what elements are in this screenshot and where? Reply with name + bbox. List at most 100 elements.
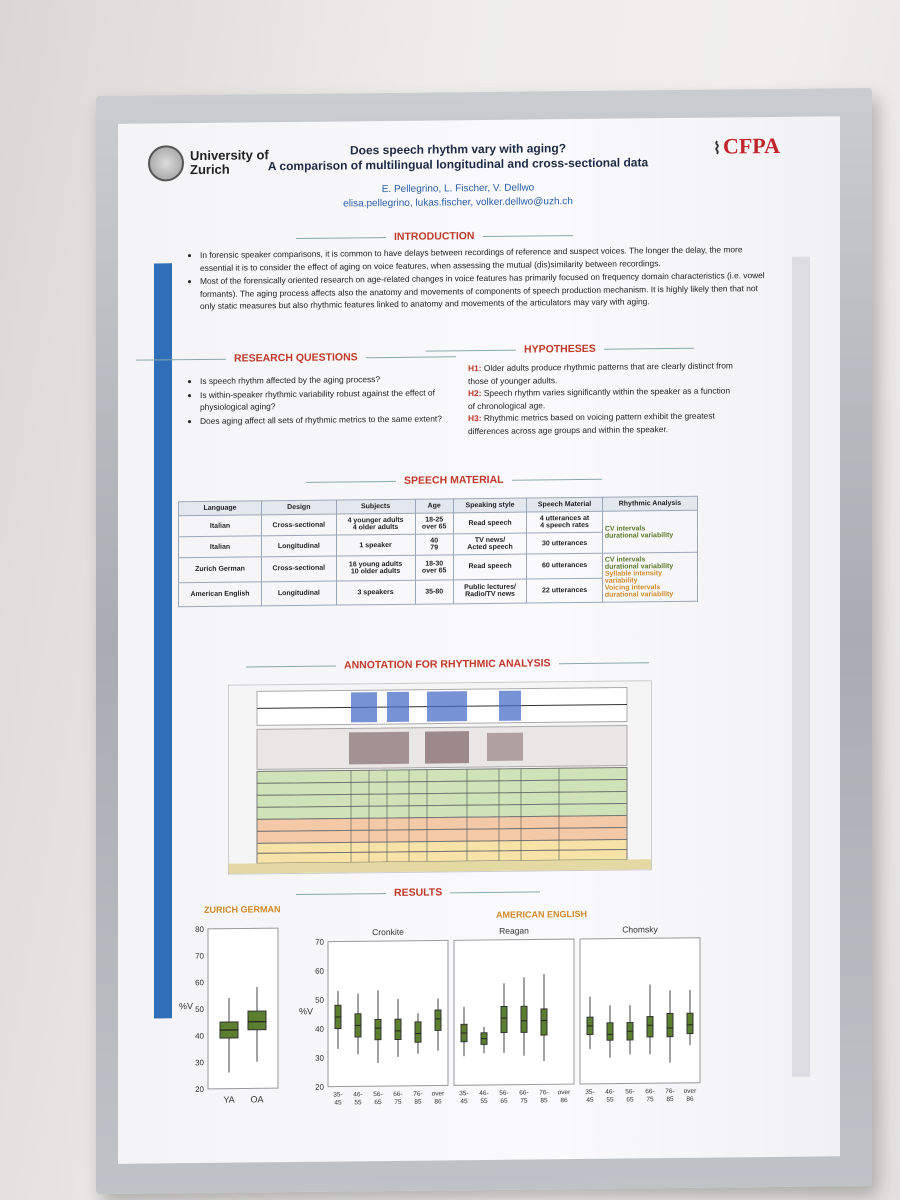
- heartbeat-icon: ⌇: [713, 140, 721, 158]
- speech-material-table: Language Design Subjects Age Speaking st…: [178, 496, 698, 607]
- x-tick-label: 75: [646, 1096, 654, 1103]
- intro-bullet-2: Most of the forensically oriented resear…: [200, 269, 768, 312]
- x-tick-label: 45: [586, 1097, 594, 1104]
- cell: 40 79: [415, 533, 454, 556]
- box: [540, 1008, 548, 1036]
- x-tick-label: over: [558, 1089, 571, 1096]
- intro-text: In forensic speaker comparisons, it is c…: [188, 243, 768, 314]
- rq-heading: RESEARCH QUESTIONS: [128, 350, 464, 366]
- cell: 18-30 over 65: [415, 554, 454, 580]
- x-tick-label: 56-: [499, 1090, 508, 1097]
- x-tick-label: 45: [460, 1098, 468, 1105]
- x-tick-label: 85: [540, 1097, 548, 1104]
- ae-plot-area: [453, 938, 575, 1086]
- y-tick-label: 50: [315, 996, 324, 1005]
- x-tick-label: 35-: [585, 1089, 594, 1096]
- zurich-plot-area: [207, 927, 279, 1090]
- rq-bullet-2: Is within-speaker rhythmic variability r…: [200, 386, 458, 414]
- cell: 35-80: [415, 579, 454, 605]
- cell: 18-25 over 65: [415, 512, 454, 535]
- speaker-name: Chomsky: [622, 924, 658, 934]
- praat-annotation-image: [228, 680, 652, 875]
- x-tick-label: 45: [334, 1099, 342, 1106]
- col-subjects: Subjects: [336, 499, 416, 515]
- authors-block: E. Pellegrino, L. Fischer, V. Dellwo eli…: [238, 180, 678, 213]
- x-tick-label: YA: [223, 1095, 234, 1105]
- box: [247, 1010, 267, 1031]
- y-tick-label: 20: [315, 1083, 324, 1092]
- hypotheses-text: H1: Older adults produce rhythmic patter…: [468, 359, 738, 437]
- hypothesis-1: H1: Older adults produce rhythmic patter…: [468, 360, 733, 386]
- cell: 4 utterances at 4 speech rates: [526, 511, 603, 534]
- cell: TV news/ Acted speech: [453, 533, 527, 555]
- y-tick-label: 80: [195, 925, 204, 934]
- x-tick-label: 86: [434, 1098, 442, 1105]
- poster-frame: University of Zurich Does speech rhythm …: [96, 87, 872, 1195]
- results-charts: 80 70 60 50 40 30 20 %V YA OA Cronkite 70 60 50 40 30 20…: [179, 924, 701, 1107]
- speaker-name: Reagan: [499, 926, 529, 936]
- analysis-cv: CV intervals durational variability: [604, 556, 674, 571]
- x-tick-label: 46-: [353, 1091, 362, 1098]
- cell: American English: [178, 581, 262, 607]
- x-tick-label: 55: [606, 1097, 614, 1104]
- cell: 1 speaker: [336, 534, 416, 557]
- rq-bullet-3: Does aging affect all sets of rhythmic m…: [200, 412, 458, 427]
- cell: Zurich German: [178, 556, 262, 583]
- cell: Cross-sectional: [261, 514, 337, 536]
- cfpa-text: CFPA: [722, 132, 780, 159]
- hypothesis-2: H2: Speech rhythm varies significantly w…: [468, 385, 731, 411]
- x-tick-label: over: [432, 1090, 445, 1097]
- analysis-voicing: Voicing intervals durational variability: [604, 584, 674, 599]
- box: [414, 1021, 422, 1043]
- x-tick-label: 75: [520, 1098, 528, 1105]
- x-tick-label: 85: [666, 1096, 674, 1103]
- x-tick-label: 65: [374, 1099, 382, 1106]
- y-axis-label: %V: [299, 1006, 313, 1016]
- x-tick-label: 66-: [645, 1088, 654, 1095]
- y-tick-label: 20: [195, 1085, 204, 1094]
- box: [666, 1012, 674, 1038]
- y-tick-label: 30: [315, 1054, 324, 1063]
- cell: Cross-sectional: [261, 556, 337, 582]
- cell: 4 younger adults 4 older adults: [336, 513, 416, 536]
- y-tick-label: 70: [195, 952, 204, 961]
- analysis-cell-1: CV intervals durational variability: [602, 510, 698, 554]
- col-design: Design: [261, 500, 337, 515]
- blue-accent-bar: [154, 263, 172, 1019]
- x-tick-label: over: [684, 1088, 697, 1095]
- col-speech-material: Speech Material: [526, 497, 603, 513]
- x-tick-label: 46-: [479, 1090, 488, 1097]
- hypothesis-3: H3: Rhythmic metrics based on voicing pa…: [468, 410, 715, 436]
- speaker-name: Cronkite: [372, 927, 404, 937]
- box: [434, 1009, 442, 1031]
- box: [500, 1005, 508, 1034]
- cell: Read speech: [453, 512, 527, 534]
- results-heading: RESULTS: [288, 885, 548, 900]
- zurich-german-label: ZURICH GERMAN: [204, 904, 281, 915]
- speech-material-heading: SPEECH MATERIAL: [298, 473, 610, 488]
- col-speaking-style: Speaking style: [453, 498, 527, 513]
- col-language: Language: [178, 500, 262, 516]
- cell: 22 utterances: [526, 577, 603, 604]
- cfpa-logo: ⌇CFPA: [713, 133, 780, 160]
- x-tick-label: 76-: [665, 1088, 674, 1095]
- rq-text: Is speech rhythm affected by the aging p…: [188, 372, 458, 428]
- x-tick-label: 55: [354, 1099, 362, 1106]
- x-tick-label: 35-: [459, 1090, 468, 1097]
- x-tick-label: 65: [500, 1098, 508, 1105]
- box: [606, 1022, 614, 1041]
- box: [520, 1005, 528, 1033]
- x-tick-label: 76-: [539, 1089, 548, 1096]
- cell: Italian: [178, 535, 262, 558]
- x-tick-label: 86: [686, 1096, 694, 1103]
- ae-plot-area: [327, 939, 449, 1088]
- x-tick-label: 85: [414, 1099, 422, 1106]
- col-rhythmic-analysis: Rhythmic Analysis: [602, 496, 698, 512]
- spectrogram-figure: [229, 686, 651, 874]
- x-tick-label: 66-: [393, 1091, 402, 1098]
- table-row: Zurich German Cross-sectional 16 young a…: [178, 552, 698, 603]
- cell: 16 young adults 10 older adults: [336, 555, 416, 581]
- y-tick-label: 40: [195, 1032, 204, 1041]
- x-tick-label: 55: [480, 1098, 488, 1105]
- box: [374, 1018, 382, 1041]
